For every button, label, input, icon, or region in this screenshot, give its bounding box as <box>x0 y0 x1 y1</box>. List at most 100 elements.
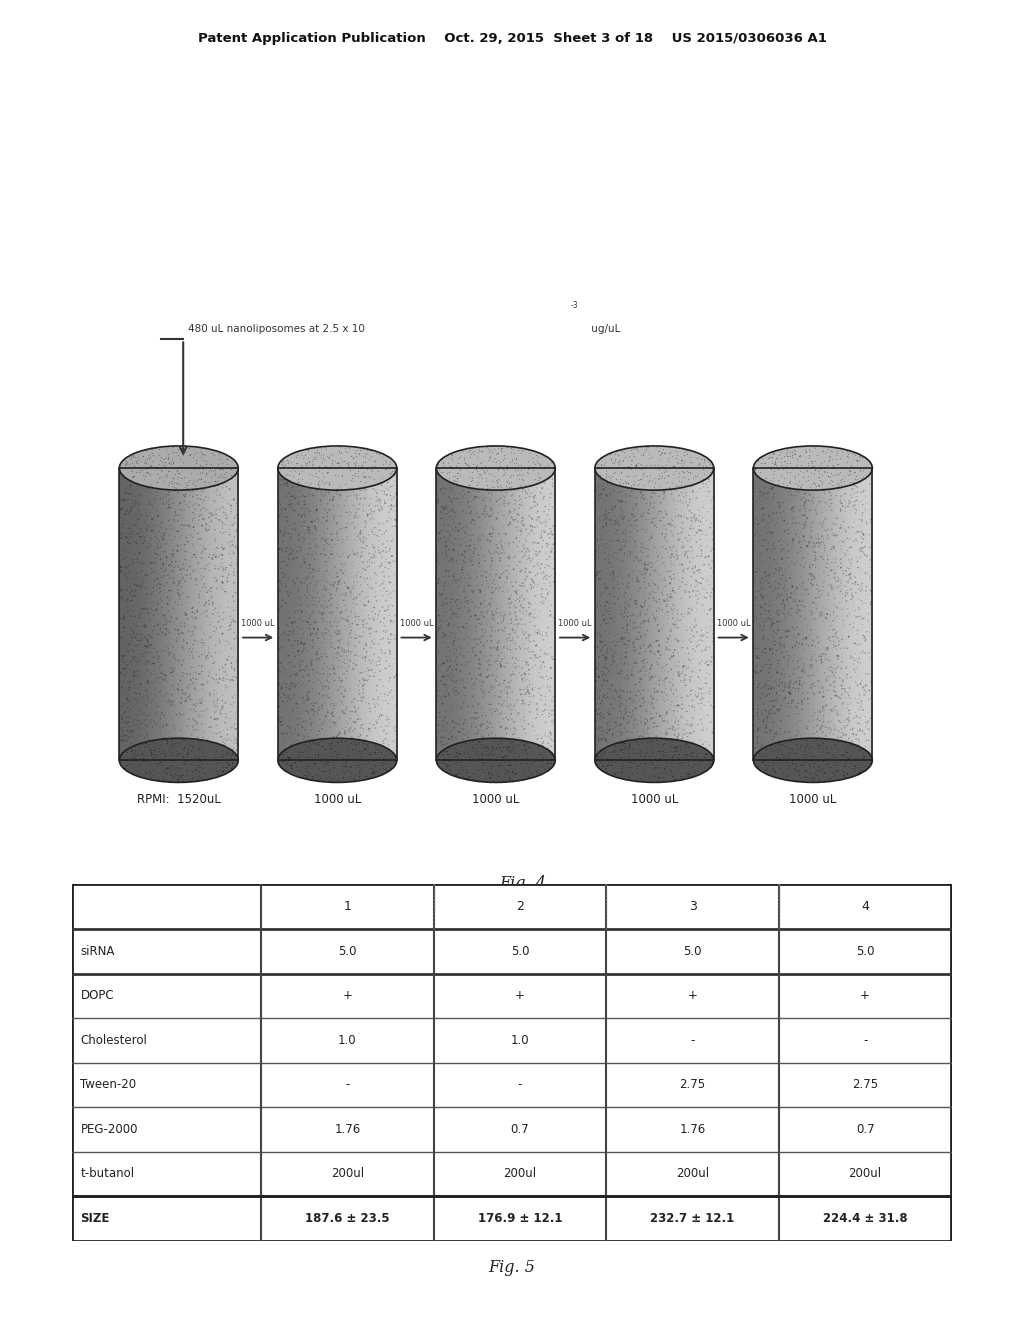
Point <box>303 653 319 675</box>
Point <box>503 719 519 741</box>
Point <box>677 735 693 756</box>
Point <box>361 552 378 573</box>
Point <box>447 681 464 702</box>
Point <box>860 585 877 606</box>
Point <box>754 447 770 469</box>
Point <box>433 731 450 752</box>
Point <box>615 442 632 463</box>
Point <box>171 706 187 727</box>
Point <box>131 459 147 480</box>
Point <box>456 742 472 763</box>
Point <box>468 669 484 690</box>
Point <box>190 738 207 759</box>
Point <box>638 638 654 659</box>
Point <box>281 717 297 738</box>
Point <box>170 504 186 525</box>
Point <box>270 506 287 527</box>
Point <box>475 499 492 520</box>
Point <box>650 630 667 651</box>
Point <box>472 463 488 484</box>
Point <box>479 458 496 479</box>
Point <box>659 661 676 682</box>
Point <box>812 717 828 738</box>
Point <box>336 642 352 663</box>
Point <box>308 684 325 705</box>
Point <box>666 741 682 762</box>
Point <box>541 466 557 487</box>
Point <box>367 562 383 583</box>
Point <box>611 532 628 553</box>
Point <box>698 524 715 545</box>
Point <box>846 750 862 771</box>
Point <box>143 673 160 694</box>
Point <box>670 729 686 750</box>
Point <box>639 652 655 673</box>
Point <box>512 520 528 541</box>
Point <box>626 708 642 729</box>
Point <box>528 635 545 656</box>
Point <box>289 693 305 714</box>
Point <box>329 748 345 770</box>
Point <box>159 550 175 572</box>
Point <box>816 511 833 532</box>
Point <box>675 568 691 589</box>
Point <box>476 733 493 754</box>
Point <box>304 766 321 787</box>
Point <box>504 760 520 781</box>
Point <box>664 692 680 713</box>
Point <box>507 499 523 520</box>
Text: 200ul: 200ul <box>676 1167 709 1180</box>
Point <box>629 737 645 758</box>
Point <box>837 543 853 564</box>
Point <box>339 502 355 523</box>
Point <box>502 466 518 487</box>
Point <box>220 533 237 554</box>
Point <box>326 711 342 733</box>
Point <box>281 628 297 649</box>
Point <box>625 475 641 496</box>
Point <box>826 751 843 772</box>
Point <box>430 491 446 512</box>
Point <box>359 737 376 758</box>
Point <box>487 578 504 599</box>
Point <box>380 628 396 649</box>
Point <box>144 498 161 519</box>
Point <box>760 755 776 776</box>
Point <box>817 754 834 775</box>
Point <box>357 560 374 581</box>
Point <box>588 718 604 739</box>
Point <box>688 686 705 708</box>
Point <box>114 696 130 717</box>
Point <box>215 623 231 644</box>
Point <box>463 471 479 492</box>
Point <box>133 553 150 574</box>
Point <box>447 651 464 672</box>
Point <box>156 459 172 480</box>
Point <box>449 488 465 510</box>
Point <box>756 693 772 714</box>
Point <box>331 721 347 742</box>
Point <box>377 458 393 479</box>
Point <box>836 755 852 776</box>
Point <box>612 739 629 760</box>
Point <box>330 562 346 583</box>
Point <box>692 511 709 532</box>
Point <box>383 495 399 516</box>
Point <box>214 760 230 781</box>
Point <box>326 756 342 777</box>
Point <box>671 752 687 774</box>
Point <box>663 478 679 499</box>
Point <box>517 738 534 759</box>
Point <box>858 715 874 737</box>
Point <box>349 484 366 506</box>
Point <box>146 678 163 700</box>
Point <box>120 517 136 539</box>
Point <box>807 474 823 495</box>
Point <box>317 618 334 639</box>
Point <box>782 587 799 609</box>
Point <box>816 483 833 504</box>
Point <box>650 635 667 656</box>
Point <box>488 475 505 496</box>
Point <box>449 742 465 763</box>
Point <box>677 574 693 595</box>
